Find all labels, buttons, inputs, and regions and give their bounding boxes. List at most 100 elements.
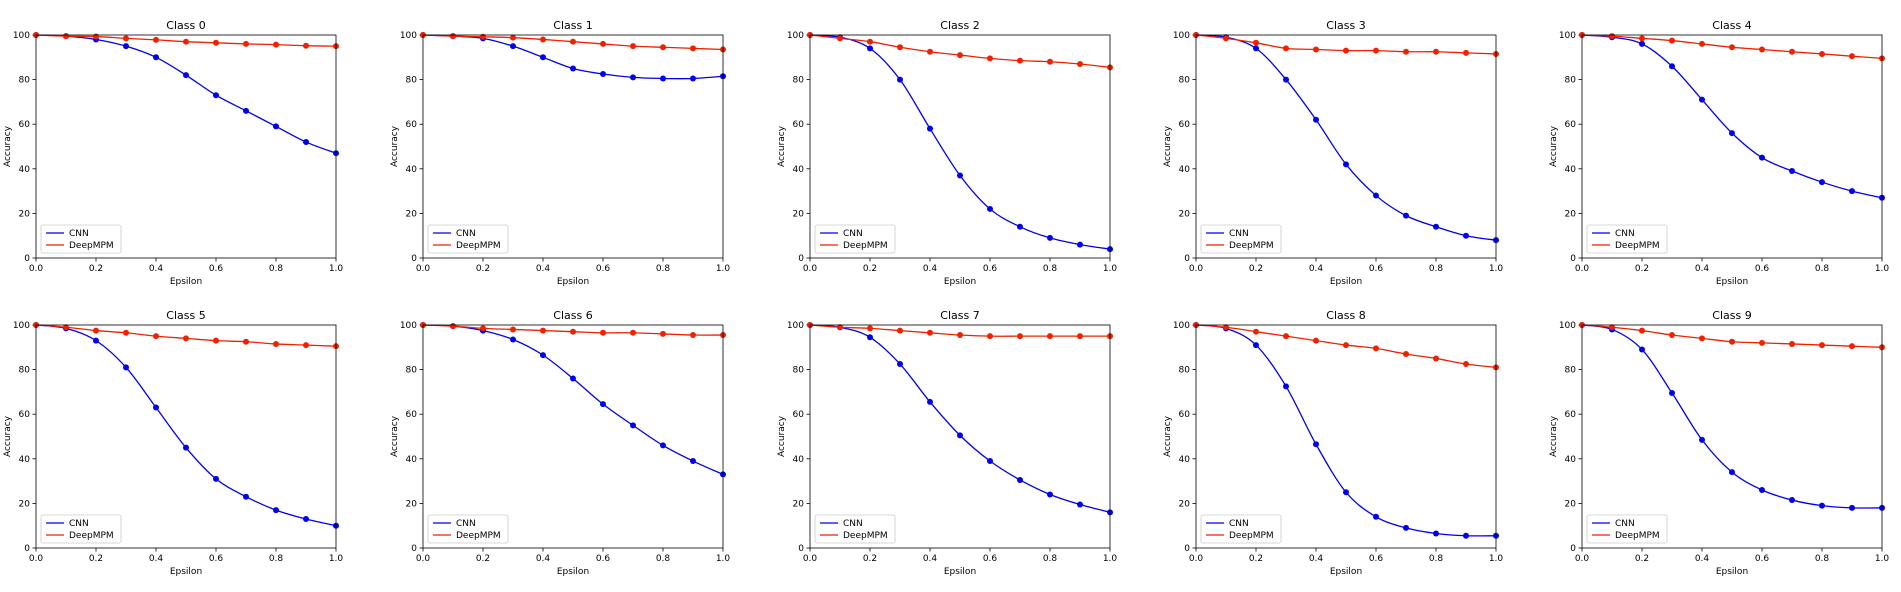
subplot-7: Class 7 0.0 0.2 0.4 0.6 0.8 1.0 0 20 40 60 80 100 Eps… <box>777 309 1117 577</box>
data-point-deepmpm <box>273 41 279 48</box>
data-point-cnn <box>1283 383 1289 390</box>
subplot-title: Class 7 <box>940 309 979 322</box>
data-point-deepmpm <box>1253 328 1259 335</box>
x-tick-label: 0.0 <box>416 554 431 564</box>
y-tick-label: 40 <box>1179 455 1191 465</box>
data-point-deepmpm <box>123 329 129 336</box>
data-point-cnn <box>153 404 159 411</box>
y-tick-label: 80 <box>1565 366 1577 376</box>
legend-box <box>427 224 509 254</box>
data-point-cnn <box>1699 96 1705 103</box>
y-tick-label: 0 <box>1570 254 1576 264</box>
y-tick-label: 100 <box>787 321 804 331</box>
legend-label-deepmpm: DeepMPM <box>1229 241 1274 251</box>
data-point-deepmpm <box>450 323 456 330</box>
series-line-cnn <box>35 34 337 154</box>
y-tick-label: 60 <box>793 120 805 130</box>
data-point-deepmpm <box>213 337 219 344</box>
data-point-cnn <box>243 107 249 114</box>
x-axis-label: Epsilon <box>170 277 202 287</box>
data-point-deepmpm <box>1819 342 1825 349</box>
series-line-cnn <box>422 324 724 476</box>
x-tick-label: 0.0 <box>803 264 818 274</box>
data-point-deepmpm <box>63 324 69 331</box>
data-point-deepmpm <box>1373 47 1379 54</box>
x-tick-label: 0.8 <box>1815 554 1830 564</box>
y-axis-label: Accuracy <box>1163 415 1173 457</box>
data-point-deepmpm <box>897 327 903 334</box>
x-tick-label: 0.4 <box>1309 264 1324 274</box>
data-point-cnn <box>1819 179 1825 186</box>
y-tick-label: 20 <box>1565 499 1577 509</box>
data-point-cnn <box>93 337 99 344</box>
data-point-cnn <box>660 75 666 82</box>
x-tick-label: 0.4 <box>1695 554 1710 564</box>
data-point-deepmpm <box>1313 46 1319 53</box>
data-point-deepmpm <box>243 40 249 47</box>
data-point-cnn <box>510 43 516 50</box>
data-point-deepmpm <box>690 45 696 52</box>
series-line-cnn <box>1195 324 1497 537</box>
x-tick-label: 0.8 <box>656 554 671 564</box>
data-point-deepmpm <box>1403 350 1409 357</box>
series-line-cnn <box>809 324 1111 513</box>
x-tick-label: 0.4 <box>923 264 938 274</box>
y-tick-label: 0 <box>24 544 30 554</box>
x-tick-label: 1.0 <box>329 554 344 564</box>
data-point-deepmpm <box>1759 339 1765 346</box>
x-tick-label: 0.4 <box>536 264 551 274</box>
x-axis-label: Epsilon <box>944 277 976 287</box>
y-tick-label: 100 <box>13 321 30 331</box>
plot-frame <box>1195 324 1497 549</box>
y-tick-label: 80 <box>1565 76 1577 86</box>
legend-box <box>1200 224 1282 254</box>
y-tick-label: 0 <box>798 254 804 264</box>
data-point-cnn <box>987 205 993 212</box>
data-point-deepmpm <box>1759 46 1765 53</box>
y-tick-label: 100 <box>400 321 417 331</box>
y-tick-label: 100 <box>1173 321 1190 331</box>
data-point-deepmpm <box>1343 342 1349 349</box>
data-point-cnn <box>1313 441 1319 448</box>
data-point-cnn <box>690 75 696 82</box>
data-point-deepmpm <box>153 36 159 43</box>
data-point-deepmpm <box>927 329 933 336</box>
y-tick-label: 20 <box>1565 209 1577 219</box>
legend-label-deepmpm: DeepMPM <box>69 531 114 541</box>
data-point-deepmpm <box>867 38 873 45</box>
y-tick-label: 40 <box>19 165 31 175</box>
x-tick-label: 0.2 <box>476 264 490 274</box>
data-point-deepmpm <box>1343 47 1349 54</box>
data-point-cnn <box>1789 497 1795 504</box>
data-point-deepmpm <box>1609 324 1615 331</box>
y-tick-label: 100 <box>1559 31 1576 41</box>
x-tick-label: 0.4 <box>923 554 938 564</box>
x-tick-label: 0.6 <box>1755 554 1770 564</box>
subplot-8: Class 8 0.0 0.2 0.4 0.6 0.8 1.0 0 20 40 60 80 100 Eps… <box>1163 309 1503 577</box>
data-point-cnn <box>1253 342 1259 349</box>
data-point-deepmpm <box>1699 40 1705 47</box>
x-tick-label: 1.0 <box>1103 264 1118 274</box>
data-point-deepmpm <box>1639 327 1645 334</box>
data-point-deepmpm <box>600 329 606 336</box>
subplot-title: Class 1 <box>553 19 592 32</box>
data-point-cnn <box>213 92 219 99</box>
legend-box <box>1586 224 1668 254</box>
data-point-deepmpm <box>1433 355 1439 362</box>
y-tick-label: 60 <box>1179 120 1191 130</box>
data-point-deepmpm <box>1699 335 1705 342</box>
plot-frame <box>35 324 337 549</box>
data-point-cnn <box>273 123 279 130</box>
y-tick-label: 80 <box>406 76 418 86</box>
data-point-cnn <box>1077 501 1083 508</box>
x-tick-label: 0.0 <box>29 554 44 564</box>
data-point-deepmpm <box>540 327 546 334</box>
data-point-cnn <box>600 401 606 408</box>
x-tick-label: 1.0 <box>1875 264 1890 274</box>
x-tick-label: 0.6 <box>1755 264 1770 274</box>
x-tick-label: 0.6 <box>1369 554 1384 564</box>
x-tick-label: 0.0 <box>1189 264 1204 274</box>
data-point-cnn <box>690 458 696 465</box>
x-tick-label: 0.2 <box>1249 264 1263 274</box>
series-line-cnn <box>1581 34 1883 199</box>
